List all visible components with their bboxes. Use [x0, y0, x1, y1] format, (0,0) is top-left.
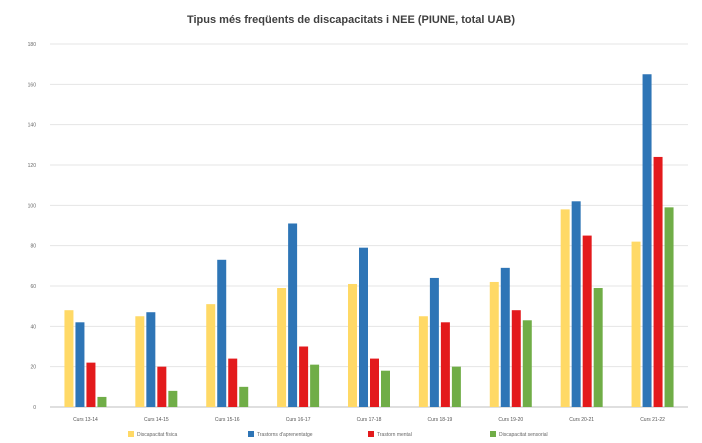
- bar: [288, 223, 298, 407]
- legend-label: Trastorns d'aprenentatge: [257, 432, 313, 438]
- bar: [206, 304, 216, 407]
- bar: [228, 358, 238, 407]
- bar: [239, 386, 249, 407]
- legend-label: Discapacitat sensorial: [499, 432, 548, 438]
- x-category-label: Curs 20-21: [569, 417, 594, 423]
- legend-label: Trastorn mental: [377, 432, 412, 438]
- bar: [217, 259, 227, 407]
- y-tick-label: 160: [28, 82, 37, 88]
- bar: [359, 247, 368, 407]
- y-tick-label: 40: [30, 324, 36, 330]
- chart-title: Tipus més freqüents de discapacitats i N…: [186, 14, 516, 26]
- bar: [664, 207, 674, 407]
- bar: [75, 322, 85, 407]
- bar: [560, 209, 570, 407]
- bar: [97, 396, 107, 407]
- bar: [370, 358, 379, 407]
- bar: [418, 316, 428, 407]
- bar: [86, 362, 96, 407]
- bar: [511, 310, 521, 407]
- bar: [277, 288, 287, 407]
- bar: [489, 281, 499, 407]
- y-tick-label: 100: [28, 203, 37, 209]
- bar: [653, 156, 663, 407]
- bar: [168, 390, 178, 407]
- y-tick-label: 0: [33, 405, 36, 411]
- legend-swatch: [128, 431, 134, 437]
- x-category-label: Curs 21-22: [640, 417, 665, 423]
- bar: [64, 310, 74, 407]
- bar: [429, 277, 439, 407]
- y-tick-label: 80: [30, 244, 36, 250]
- legend-label: Discapacitat física: [137, 432, 178, 438]
- bar: [348, 283, 357, 407]
- x-category-label: Curs 15-16: [215, 417, 240, 423]
- bar: [571, 201, 581, 407]
- bar: [522, 320, 532, 407]
- bar: [582, 235, 592, 407]
- x-category-label: Curs 17-18: [357, 417, 382, 423]
- legend-swatch: [490, 431, 496, 437]
- bar: [440, 322, 450, 407]
- bar: [135, 316, 145, 407]
- bar: [157, 366, 167, 407]
- bar: [381, 370, 390, 407]
- legend-swatch: [368, 431, 374, 437]
- bar: [500, 267, 510, 407]
- bar: [146, 312, 156, 407]
- x-category-label: Curs 16-17: [286, 417, 311, 423]
- y-tick-label: 180: [28, 42, 37, 48]
- y-tick-label: 20: [30, 365, 36, 371]
- y-tick-label: 120: [28, 163, 37, 169]
- y-tick-label: 140: [28, 123, 37, 129]
- bar: [642, 74, 652, 407]
- bar: [299, 346, 309, 407]
- x-category-label: Curs 13-14: [73, 417, 98, 423]
- bar: [451, 366, 461, 407]
- x-category-label: Curs 14-15: [144, 417, 169, 423]
- x-category-label: Curs 19-20: [498, 417, 523, 423]
- bar: [631, 241, 641, 407]
- y-tick-label: 60: [30, 284, 36, 290]
- x-category-label: Curs 18-19: [428, 417, 453, 423]
- bar: [310, 364, 320, 407]
- bar: [593, 288, 603, 407]
- legend-swatch: [248, 431, 254, 437]
